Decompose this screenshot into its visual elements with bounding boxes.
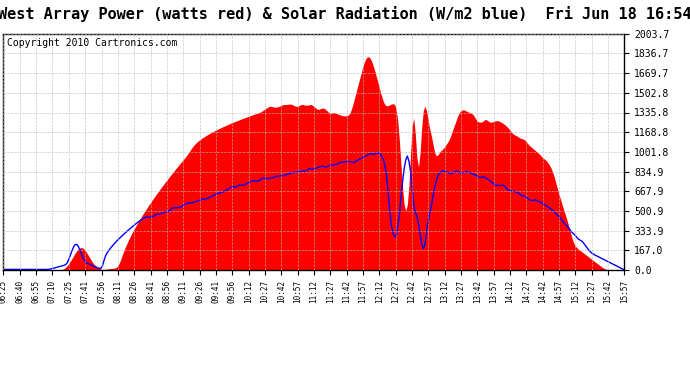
Text: West Array Power (watts red) & Solar Radiation (W/m2 blue)  Fri Jun 18 16:54: West Array Power (watts red) & Solar Rad… — [0, 6, 690, 22]
Text: Copyright 2010 Cartronics.com: Copyright 2010 Cartronics.com — [7, 39, 177, 48]
